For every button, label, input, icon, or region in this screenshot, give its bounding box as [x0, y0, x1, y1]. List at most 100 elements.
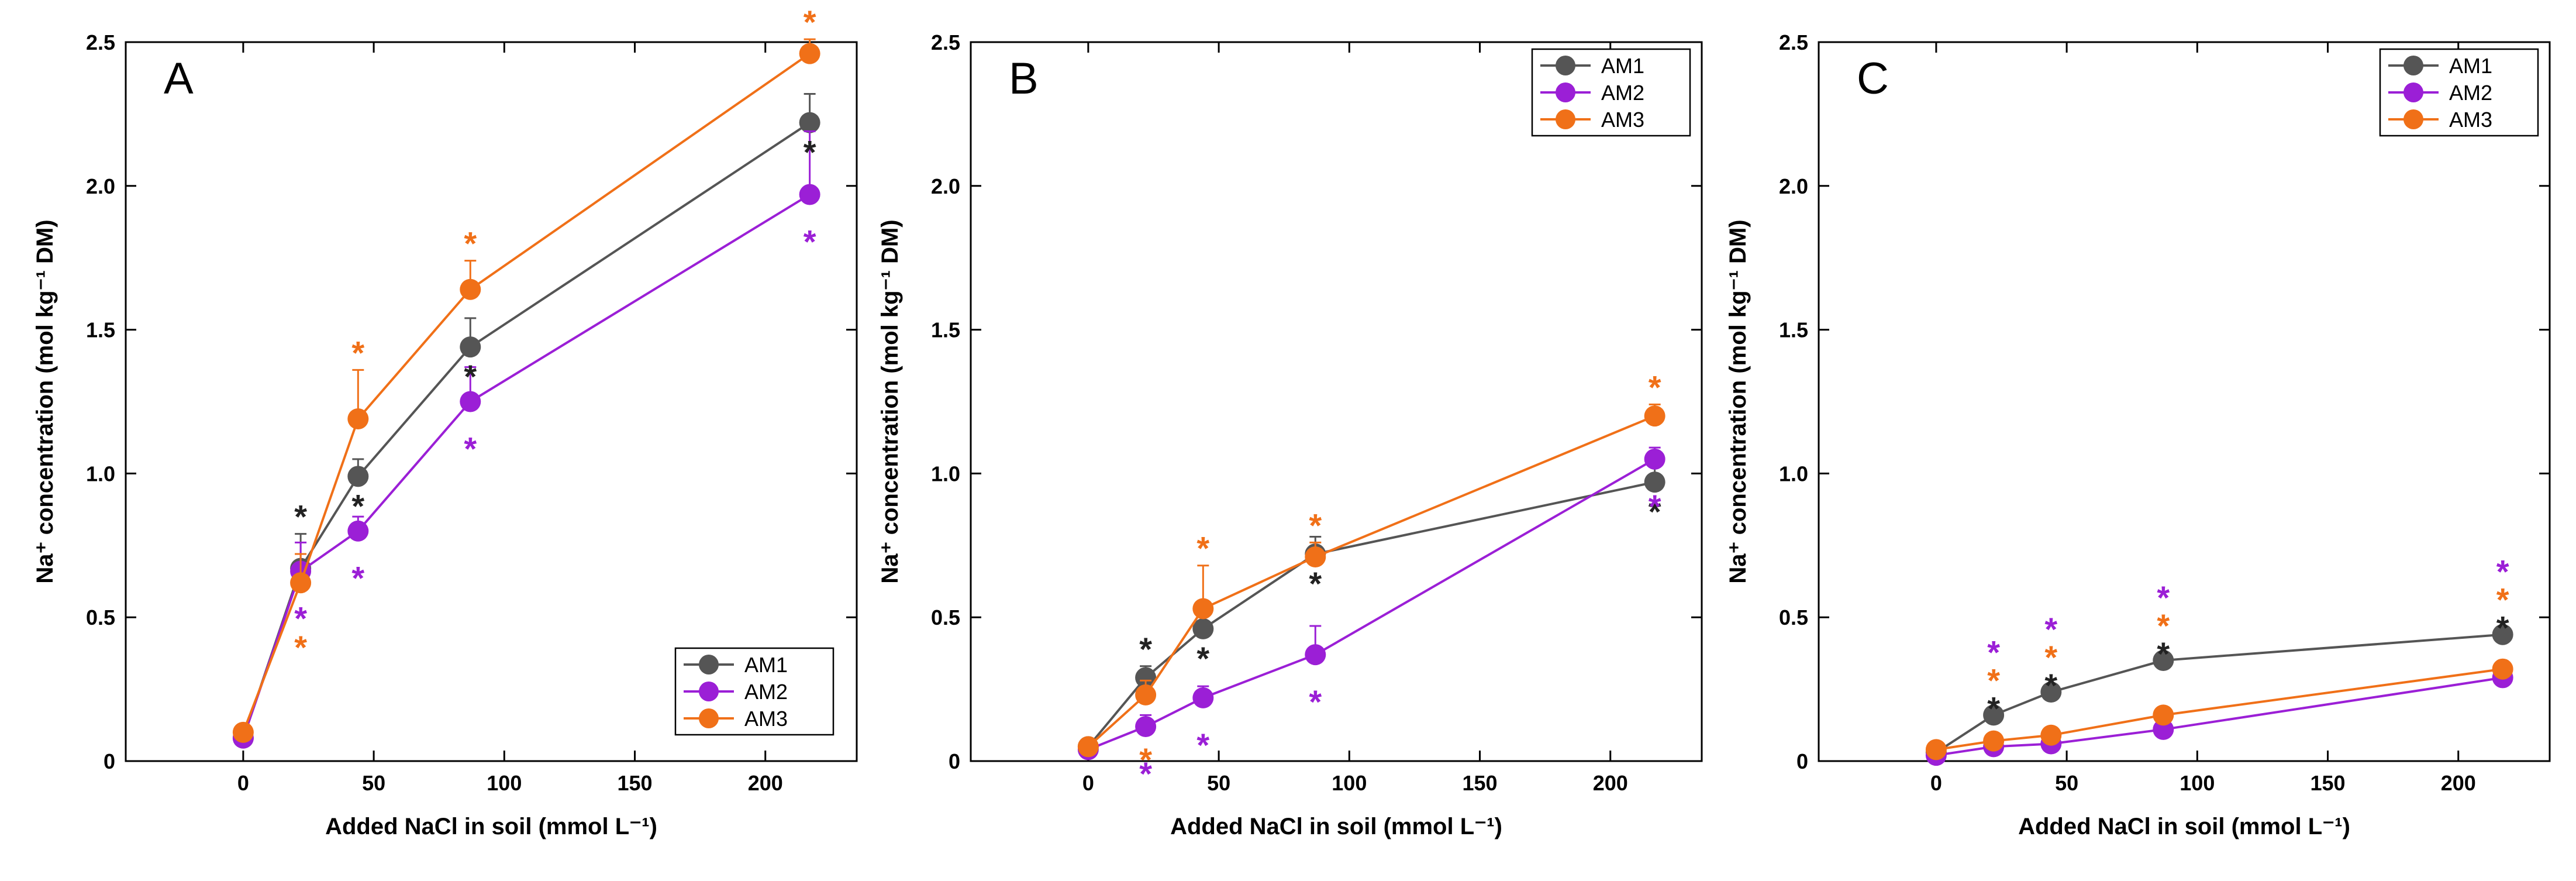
legend-marker-AM2 — [1556, 82, 1575, 102]
x-axis-label: Added NaCl in soil (mmol L⁻¹) — [325, 814, 657, 839]
data-point-AM3 — [232, 721, 254, 743]
y-tick-label: 2.0 — [86, 174, 115, 198]
significance-star: * — [351, 334, 364, 371]
y-tick-label: 2.5 — [931, 30, 960, 54]
series-AM1 — [1077, 464, 1665, 758]
x-tick-label: 150 — [1462, 771, 1497, 795]
data-point-AM2 — [1305, 644, 1326, 666]
data-point-AM3 — [2153, 704, 2174, 726]
panel-letter: B — [1009, 54, 1039, 104]
y-axis-label: Na⁺ concentration (mol kg⁻¹ DM) — [32, 219, 58, 583]
series-line-AM3 — [1936, 667, 2503, 751]
x-axis-label: Added NaCl in soil (mmol L⁻¹) — [2018, 814, 2350, 839]
data-point-AM3 — [1192, 598, 1214, 620]
data-point-AM3 — [460, 278, 481, 300]
series-line-AM3 — [1087, 415, 1656, 748]
data-point-AM3 — [1983, 730, 2005, 752]
panel-letter: A — [164, 54, 194, 104]
x-tick-label: 100 — [1332, 771, 1367, 795]
data-point-AM2 — [1644, 448, 1665, 470]
x-axis-label: Added NaCl in soil (mmol L⁻¹) — [1170, 814, 1502, 839]
data-point-AM1 — [1983, 704, 2005, 726]
panel-B: 0 50 100 150 200 0 0.5 1.0 1.5 2.0 2.5 Added NaCl i… — [877, 30, 1703, 839]
x-tick-label: 50 — [362, 771, 385, 795]
data-point-AM3 — [1644, 405, 1665, 427]
data-point-AM2 — [1135, 716, 1157, 738]
series-AM1 — [1925, 624, 2513, 763]
significance-star: * — [464, 358, 477, 395]
data-point-AM1 — [2040, 682, 2062, 703]
y-tick-label: 1.0 — [86, 462, 115, 486]
plot-frame — [970, 41, 1703, 762]
significance-star: * — [1649, 488, 1661, 525]
significance-star: * — [2157, 579, 2170, 616]
data-point-AM1 — [1192, 618, 1214, 639]
series-AM3 — [1925, 658, 2513, 760]
significance-star: * — [1309, 683, 1322, 720]
significance-star: * — [1139, 741, 1152, 778]
y-tick-label: 2.5 — [86, 30, 115, 54]
legend-label-AM1: AM1 — [744, 653, 788, 677]
legend-marker-AM3 — [2403, 109, 2423, 129]
y-tick-label: 0.5 — [86, 605, 115, 629]
x-tick-label: 100 — [2180, 771, 2215, 795]
y-axis-label: Na⁺ concentration (mol kg⁻¹ DM) — [877, 219, 903, 583]
series-line-AM3 — [242, 53, 811, 733]
significance-star: * — [1139, 631, 1152, 667]
y-tick-label: 1.0 — [931, 462, 960, 486]
y-tick-label: 1.0 — [1779, 462, 1808, 486]
significance-star: * — [2496, 610, 2509, 646]
x-tick-label: 200 — [2441, 771, 2476, 795]
legend-label-AM2: AM2 — [1601, 81, 1644, 105]
series-line-AM1 — [1935, 633, 2503, 753]
y-tick-label: 0 — [949, 749, 960, 773]
data-point-AM3 — [2040, 724, 2062, 746]
significance-star: * — [1196, 530, 1209, 567]
x-tick-label: 0 — [1082, 771, 1094, 795]
data-point-AM3 — [1077, 736, 1099, 758]
significance-star: * — [1309, 565, 1322, 602]
data-point-AM1 — [2153, 649, 2174, 671]
data-point-AM2 — [460, 391, 481, 412]
data-point-AM1 — [1644, 472, 1665, 493]
significance-star: * — [1196, 640, 1209, 677]
plot-frame — [1818, 41, 2551, 762]
x-tick-label: 50 — [2055, 771, 2078, 795]
significance-star: * — [1987, 662, 2000, 698]
significance-star: * — [2157, 635, 2170, 672]
series-line-AM2 — [1088, 458, 1656, 751]
data-point-AM1 — [1135, 667, 1157, 689]
significance-star: * — [294, 629, 307, 666]
legend-label-AM3: AM3 — [744, 707, 788, 731]
data-point-AM2 — [347, 520, 369, 542]
significance-star: * — [804, 4, 816, 40]
legend-marker-AM2 — [2403, 82, 2423, 102]
y-tick-label: 0 — [1796, 749, 1808, 773]
data-point-AM2 — [1192, 687, 1214, 708]
y-tick-label: 2.0 — [931, 174, 960, 198]
data-point-AM2 — [799, 184, 820, 205]
legend-marker-AM1 — [1556, 56, 1575, 75]
series-line-AM1 — [242, 121, 811, 739]
x-tick-label: 0 — [1930, 771, 1942, 795]
significance-star: * — [351, 560, 364, 597]
y-tick-label: 2.5 — [1779, 30, 1808, 54]
significance-star: * — [1196, 727, 1209, 763]
significance-star: * — [2044, 611, 2057, 648]
y-tick-label: 0.5 — [931, 605, 960, 629]
significance-star: * — [1987, 634, 2000, 670]
data-point-AM1 — [2492, 624, 2513, 645]
series-AM3 — [232, 38, 820, 743]
panel-letter: C — [1857, 54, 1889, 104]
y-tick-label: 0.5 — [1779, 605, 1808, 629]
series-AM2 — [1925, 667, 2513, 766]
data-point-AM1 — [347, 466, 369, 487]
legend: AM1 AM2 AM3 — [1531, 48, 1691, 137]
data-point-AM3 — [2492, 658, 2513, 680]
legend-label-AM3: AM3 — [1601, 108, 1644, 132]
legend-label-AM2: AM2 — [744, 680, 788, 704]
legend-marker-AM2 — [699, 682, 719, 701]
significance-star: * — [2044, 639, 2057, 676]
significance-star: * — [2157, 607, 2170, 644]
